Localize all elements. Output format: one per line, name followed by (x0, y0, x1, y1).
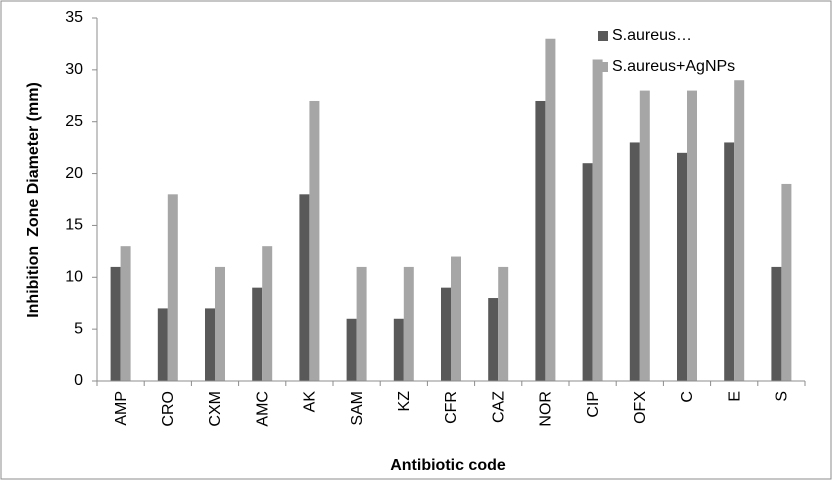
x-tick-label: CXM (207, 391, 224, 427)
x-tick-label: CAZ (490, 391, 507, 423)
x-axis-title: Antibiotic code (390, 457, 506, 474)
bar (535, 100, 546, 381)
bar (346, 318, 357, 381)
x-tick-label: C (679, 391, 696, 403)
legend-swatch (598, 31, 608, 41)
x-tick-label: OFX (632, 391, 649, 424)
legend-text: S.aureus+AgNPs (612, 58, 735, 75)
x-tick-label: NOR (538, 391, 555, 427)
bar (545, 38, 556, 381)
bar (262, 246, 273, 381)
bar (309, 100, 320, 381)
bar (110, 266, 121, 381)
bar (488, 298, 499, 381)
bar (687, 90, 697, 381)
x-tick-label: KZ (396, 391, 413, 412)
bar (205, 308, 215, 381)
x-tick-label: CFR (443, 391, 460, 424)
bar (451, 256, 461, 381)
bar (498, 266, 509, 381)
bar (403, 266, 414, 381)
x-tick-label: E (726, 391, 743, 402)
y-tick-label: 15 (65, 217, 83, 234)
bar (781, 183, 792, 381)
bar (629, 142, 640, 381)
bar (356, 266, 367, 381)
x-tick-label: CRO (160, 391, 177, 427)
x-tick-label: AMP (113, 391, 130, 426)
y-tick-label: 25 (65, 113, 83, 130)
bar (724, 142, 735, 381)
bar (157, 308, 168, 381)
x-tick-label: AMC (254, 391, 271, 427)
legend-text: S.aureus… (612, 27, 692, 44)
bar (252, 287, 263, 381)
y-tick-label: 0 (74, 372, 83, 389)
x-tick-label: CIP (585, 391, 602, 418)
bar (734, 80, 745, 381)
bar (592, 59, 603, 381)
x-tick-label: SAM (349, 391, 366, 426)
bar (639, 90, 650, 381)
bar (167, 194, 178, 381)
y-axis-title: Inhibition Zone Diameter (mm) (25, 82, 42, 318)
bar (393, 318, 404, 381)
y-tick-label: 20 (65, 165, 83, 182)
y-tick-label: 10 (65, 269, 83, 286)
bar (771, 266, 782, 381)
bar (441, 287, 451, 381)
legend-swatch (598, 62, 608, 72)
bar (677, 152, 687, 381)
bar (582, 163, 593, 381)
bar (299, 194, 310, 381)
y-tick-label: 35 (65, 9, 83, 26)
y-tick-label: 30 (65, 61, 83, 78)
x-tick-label: S (774, 391, 791, 402)
bar (215, 266, 225, 381)
bar (120, 246, 131, 381)
x-tick-label: AK (302, 391, 319, 413)
y-tick-label: 5 (74, 320, 83, 337)
